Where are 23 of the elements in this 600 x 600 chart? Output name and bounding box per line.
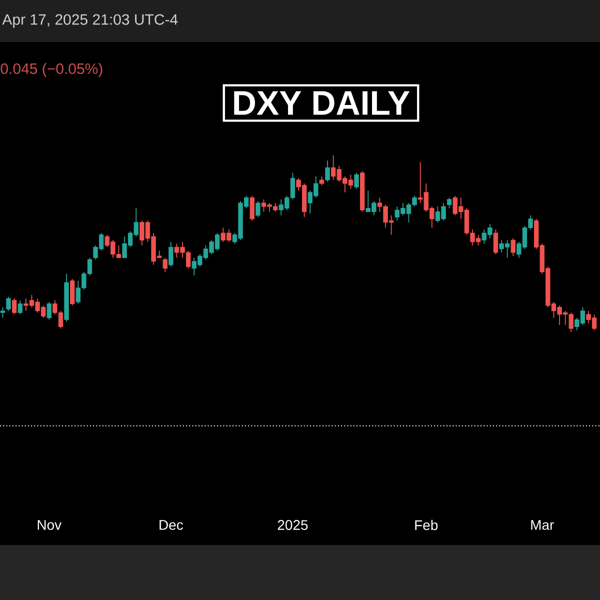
candlestick bbox=[12, 298, 17, 315]
x-tick-label: Feb bbox=[415, 520, 438, 530]
candlestick bbox=[510, 238, 516, 256]
x-tick-label: Nov bbox=[38, 520, 62, 530]
candlestick bbox=[354, 172, 359, 190]
chart-title: DXY DAILY bbox=[234, 91, 410, 115]
candlestick bbox=[18, 300, 22, 315]
x-tick-label: Dec bbox=[160, 520, 184, 530]
x-tick-label: Mar bbox=[531, 520, 554, 530]
candlestick bbox=[6, 296, 11, 312]
candlestick bbox=[70, 278, 75, 306]
candlestick bbox=[0, 306, 6, 318]
text: 0.045 (−0.05%) bbox=[0, 63, 102, 77]
candlestick bbox=[46, 302, 52, 320]
x-tick-label: 2025 bbox=[278, 520, 308, 530]
candlestick bbox=[256, 200, 260, 218]
candlestick bbox=[168, 241, 174, 268]
candlestick bbox=[250, 195, 254, 222]
candlestick bbox=[493, 229, 498, 255]
text: Apr 17, 2025 21:03 UTC-4 bbox=[2, 14, 178, 28]
candlestick bbox=[325, 160, 330, 182]
candlestick bbox=[446, 197, 452, 209]
candlestick bbox=[162, 257, 168, 272]
